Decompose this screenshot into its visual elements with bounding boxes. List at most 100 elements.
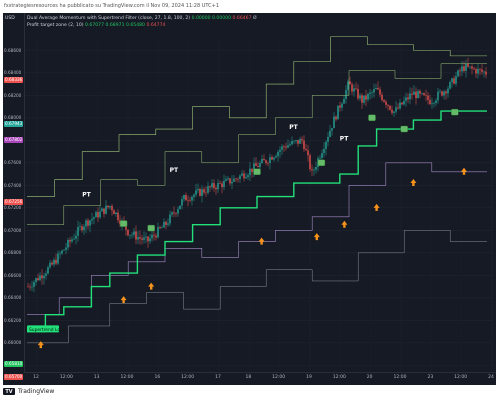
candle-body [349, 81, 351, 85]
candle-body [401, 102, 403, 105]
candle-body [171, 212, 173, 215]
candle-body [169, 214, 171, 224]
supertrend-label: Supertrend Long [29, 327, 66, 333]
candle-body [49, 262, 51, 268]
price-tick-label: 0.66400 [4, 295, 22, 301]
legend-1-label: Dual Average Momentum with Supertrend Fi… [27, 16, 191, 21]
candle-body [295, 140, 297, 141]
candle-body [347, 81, 349, 90]
candle-body [309, 155, 311, 170]
candle-body [381, 94, 383, 101]
candle-body [383, 100, 385, 102]
candle-body [421, 93, 423, 94]
candle-body [431, 103, 433, 105]
candle-body [479, 68, 481, 70]
candle-body [387, 104, 389, 106]
time-tick-label: 18 [245, 375, 252, 380]
candle-body [77, 226, 79, 236]
candle-body [363, 95, 365, 103]
candle-body [339, 105, 341, 108]
candle-body [327, 136, 329, 142]
candle-body [297, 140, 299, 144]
candle-body [95, 212, 97, 218]
candle-body [249, 168, 251, 176]
legend-2-value-4: 0.64774 [146, 22, 166, 28]
candle-body [39, 275, 41, 281]
candle-body [149, 238, 151, 242]
candle-body [333, 116, 335, 129]
candle-body [335, 116, 337, 120]
candle-body [127, 229, 129, 236]
candle-body [195, 190, 197, 195]
pt-label: PT [82, 192, 91, 199]
time-tick-label: 20 [366, 375, 373, 380]
candle-body [67, 240, 69, 248]
buy-arrow-icon [410, 179, 417, 187]
candle-body [99, 211, 101, 218]
candle-body [287, 145, 289, 148]
candle-body [187, 200, 189, 201]
candle-body [263, 158, 265, 161]
candle-body [61, 250, 63, 254]
buy-arrow-icon [37, 341, 44, 349]
price-tick-label: 0.67600 [4, 160, 22, 166]
legend-line-1: Dual Average Momentum with Supertrend Fi… [27, 16, 257, 23]
candle-body [201, 189, 203, 196]
supertrend-label-box [27, 325, 59, 333]
time-tick-label: 12:00 [272, 375, 286, 380]
buy-arrow-icon [341, 220, 348, 228]
candle-body [441, 91, 443, 96]
candle-body [345, 89, 347, 99]
candle-body [93, 217, 95, 219]
candle-body [259, 163, 261, 168]
pt-label: PT [289, 124, 298, 131]
price-scale[interactable]: USD 0.686000.684000.682000.680000.678000… [3, 13, 25, 380]
candle-body [429, 99, 431, 105]
candle-body [91, 218, 93, 221]
chart-panel[interactable]: Supertrend Long PT PT PT PT USD 0.68600 0.684… [3, 13, 496, 385]
candle-body [293, 140, 295, 142]
candle-body [469, 66, 471, 68]
candle-body [63, 249, 65, 251]
price-badge: 0.65700 [4, 373, 23, 380]
candle-body [83, 226, 85, 231]
candle-body [75, 235, 77, 239]
candle-body [267, 162, 269, 164]
chart-canvas[interactable]: Supertrend Long PT PT PT PT [3, 13, 496, 385]
candle-body [397, 107, 399, 109]
candle-body [237, 178, 239, 180]
time-scale[interactable]: 12 12:00 13 12:00 16 12:00 17 18 12:00 19 12:00 20 1… [24, 372, 496, 385]
candle-body [467, 63, 469, 67]
candle-body [313, 169, 315, 171]
candle-body [207, 186, 209, 193]
candle-body [417, 90, 419, 99]
candle-body [217, 183, 219, 190]
candle-body [375, 88, 377, 90]
candle-body [147, 236, 149, 242]
candle-body [219, 183, 221, 184]
candle-body [197, 188, 199, 191]
buy-arrow-icon [258, 237, 265, 245]
price-tick-label: 0.68000 [4, 115, 22, 121]
candle-body [307, 150, 309, 156]
candle-body [285, 146, 287, 148]
price-tick-label: 0.67200 [4, 205, 22, 211]
candle-body [59, 253, 61, 255]
candle-body [113, 210, 115, 215]
candle-body [153, 234, 155, 236]
candle-body [385, 101, 387, 105]
candle-body [229, 178, 231, 184]
candle-body [43, 275, 45, 279]
candle-body [35, 278, 37, 283]
legend-2-value-3: 0.65480 [125, 22, 145, 28]
price-tick-label: 0.68400 [4, 70, 22, 76]
candle-body [279, 149, 281, 152]
candle-body [151, 234, 153, 239]
candle-body [109, 205, 111, 208]
candle-body [211, 183, 213, 188]
candle-body [29, 286, 31, 288]
candle-body [183, 195, 185, 200]
entry-marker-icon [317, 159, 326, 166]
candle-body [167, 223, 169, 225]
time-tick-label: 19 [306, 375, 312, 380]
